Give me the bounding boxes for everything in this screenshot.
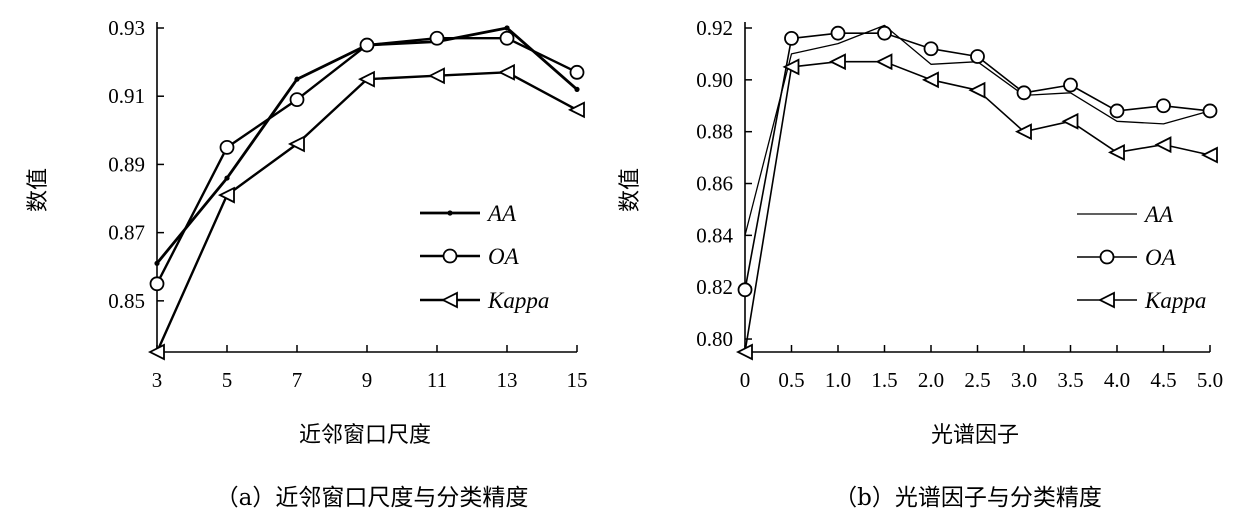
data-point-oa xyxy=(923,41,939,57)
x-axis-label: 光谱因子 xyxy=(931,423,1019,448)
data-point-oa xyxy=(429,30,445,46)
x-tick-label: 5.0 xyxy=(1197,368,1223,392)
x-tick-label: 1.0 xyxy=(825,368,851,392)
legend-label-oa: OA xyxy=(1145,245,1177,270)
data-point-oa xyxy=(784,30,799,46)
data-point-kappa xyxy=(782,58,800,76)
figure-caption: （b）光谱因子与分类精度 xyxy=(834,485,1102,511)
x-tick-label: 15 xyxy=(567,368,588,392)
y-axis-label: 数值 xyxy=(618,168,643,212)
data-point-oa xyxy=(1063,77,1078,93)
y-tick-label: 0.84 xyxy=(696,223,733,247)
data-point-aa xyxy=(224,175,230,181)
data-point-oa xyxy=(359,37,375,53)
x-tick-label: 11 xyxy=(427,368,447,392)
data-point-oa xyxy=(877,25,892,41)
chart-panel-b: 0.80 0.82 0.84 0.86 0.88 0.90 0.92 0 0.5 1.0 1.5 2.… xyxy=(618,16,1223,511)
x-tick-label: 4.5 xyxy=(1150,368,1176,392)
data-point-oa xyxy=(1109,103,1125,119)
data-point-kappa xyxy=(567,101,585,119)
x-tick-label: 3 xyxy=(152,368,163,392)
figure-caption: （a）近邻窗口尺度与分类精度 xyxy=(216,485,529,511)
x-tick-label: 7 xyxy=(292,368,303,392)
y-axis-label: 数值 xyxy=(26,168,51,212)
y-tick-label: 0.93 xyxy=(108,16,145,40)
legend-marker-kappa xyxy=(1097,291,1115,309)
legend-marker-oa xyxy=(442,248,458,264)
legend-label-aa: AA xyxy=(1143,202,1174,227)
data-point-oa xyxy=(219,139,235,155)
x-tick-label: 1.5 xyxy=(871,368,897,392)
legend-marker-oa xyxy=(1099,249,1115,265)
x-tick-label: 0 xyxy=(740,368,751,392)
data-point-oa xyxy=(499,30,515,46)
data-point-kappa xyxy=(287,135,305,153)
data-point-oa xyxy=(149,276,165,292)
data-point-aa xyxy=(294,76,300,82)
x-tick-label: 4.0 xyxy=(1104,368,1130,392)
data-point-oa xyxy=(830,25,846,41)
data-point-oa xyxy=(569,64,585,80)
y-tick-label: 0.91 xyxy=(108,84,145,108)
data-point-oa xyxy=(1156,98,1171,114)
data-point-aa xyxy=(504,25,510,31)
data-point-kappa xyxy=(1154,136,1172,154)
data-point-oa xyxy=(1016,85,1032,101)
data-point-kappa xyxy=(1200,146,1218,164)
data-point-oa xyxy=(289,92,305,108)
y-tick-label: 0.87 xyxy=(108,221,145,245)
data-point-kappa xyxy=(921,71,939,89)
data-point-kappa xyxy=(875,53,893,71)
data-point-kappa xyxy=(217,186,235,204)
data-point-oa xyxy=(970,49,985,64)
data-point-kappa xyxy=(1014,123,1032,141)
data-point-kappa xyxy=(147,343,165,361)
legend-label-kappa: Kappa xyxy=(1144,288,1206,313)
x-tick-label: 3.5 xyxy=(1057,368,1083,392)
series-line-kappa xyxy=(744,60,1211,353)
data-point-kappa xyxy=(497,63,515,81)
data-point-kappa xyxy=(828,53,846,71)
x-axis-label: 近邻窗口尺度 xyxy=(299,423,431,448)
y-tick-label: 0.88 xyxy=(696,120,733,144)
data-point-kappa xyxy=(1107,143,1125,161)
data-point-aa xyxy=(154,260,160,266)
legend-label-aa: AA xyxy=(486,201,517,226)
legend-label-kappa: Kappa xyxy=(487,288,549,313)
y-tick-label: 0.82 xyxy=(696,275,733,299)
x-tick-label: 3.0 xyxy=(1011,368,1037,392)
y-tick-label: 0.86 xyxy=(696,172,733,196)
data-point-kappa xyxy=(1061,112,1079,130)
series-line-oa xyxy=(744,32,1211,290)
y-tick-label: 0.92 xyxy=(696,16,733,40)
data-point-aa xyxy=(574,86,580,92)
data-point-kappa xyxy=(427,67,445,85)
x-tick-label: 5 xyxy=(222,368,233,392)
data-point-kappa xyxy=(357,70,375,88)
x-tick-label: 2.5 xyxy=(964,368,990,392)
y-tick-label: 0.85 xyxy=(108,289,145,313)
data-point-oa xyxy=(737,282,753,298)
x-tick-label: 13 xyxy=(497,368,518,392)
legend-marker-kappa xyxy=(440,291,458,309)
y-tick-label: 0.80 xyxy=(696,327,733,351)
x-tick-label: 9 xyxy=(362,368,373,392)
data-point-kappa xyxy=(968,81,986,99)
legend-label-oa: OA xyxy=(488,244,520,269)
y-tick-label: 0.90 xyxy=(696,68,733,92)
data-point-oa xyxy=(1202,103,1218,119)
data-point-kappa xyxy=(735,343,753,361)
legend-marker-aa xyxy=(447,210,453,216)
x-tick-label: 0.5 xyxy=(778,368,804,392)
x-tick-label: 2.0 xyxy=(918,368,944,392)
y-tick-label: 0.89 xyxy=(108,152,145,176)
chart-panel-a: 0.85 0.87 0.89 0.91 0.93 3 5 7 9 11 13 15 近邻窗口尺度 数值 （a… xyxy=(26,16,588,511)
